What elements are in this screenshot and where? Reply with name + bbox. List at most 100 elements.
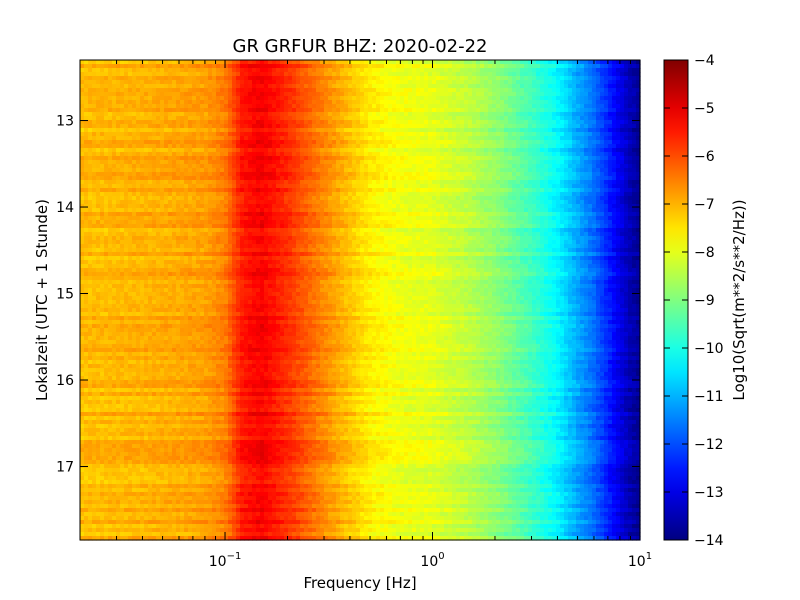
heatmap-cell bbox=[140, 440, 145, 445]
heatmap-cell bbox=[200, 336, 205, 341]
heatmap-cell bbox=[232, 260, 237, 265]
heatmap-cell bbox=[192, 532, 197, 537]
heatmap-cell bbox=[164, 488, 169, 493]
heatmap-cell bbox=[156, 132, 161, 137]
heatmap-cell bbox=[132, 360, 137, 365]
heatmap-cell bbox=[108, 532, 113, 537]
heatmap-cell bbox=[200, 212, 205, 217]
heatmap-cell bbox=[120, 240, 125, 245]
heatmap-cell bbox=[96, 420, 101, 425]
heatmap-cell bbox=[128, 64, 133, 69]
heatmap-cell bbox=[204, 240, 209, 245]
heatmap-cell bbox=[80, 300, 85, 305]
heatmap-cell bbox=[216, 216, 221, 221]
heatmap-cell bbox=[208, 176, 213, 181]
heatmap-cell bbox=[164, 236, 169, 241]
heatmap-cell bbox=[136, 332, 141, 337]
heatmap-cell bbox=[116, 512, 121, 517]
heatmap-cell bbox=[128, 60, 133, 65]
heatmap-cell bbox=[216, 476, 221, 481]
heatmap-cell bbox=[168, 312, 173, 317]
heatmap-cell bbox=[224, 372, 229, 377]
heatmap-cell bbox=[124, 152, 129, 157]
heatmap-cell bbox=[84, 436, 89, 441]
heatmap-cell bbox=[164, 108, 169, 113]
heatmap-cell bbox=[224, 104, 229, 109]
heatmap-cell bbox=[228, 300, 233, 305]
heatmap-cell bbox=[172, 428, 177, 433]
heatmap-cell bbox=[88, 116, 93, 121]
heatmap-cell bbox=[240, 244, 245, 249]
heatmap-cell bbox=[164, 448, 169, 453]
heatmap-cell bbox=[112, 296, 117, 301]
heatmap-cell bbox=[168, 344, 173, 349]
heatmap-cell bbox=[80, 336, 85, 341]
heatmap-cell bbox=[168, 220, 173, 225]
heatmap-cell bbox=[220, 212, 225, 217]
heatmap-cell bbox=[104, 464, 109, 469]
heatmap-cell bbox=[164, 196, 169, 201]
heatmap-cell bbox=[128, 464, 133, 469]
heatmap-cell bbox=[152, 428, 157, 433]
heatmap-cell bbox=[156, 412, 161, 417]
heatmap-cell bbox=[216, 324, 221, 329]
heatmap-cell bbox=[184, 448, 189, 453]
heatmap-cell bbox=[192, 292, 197, 297]
heatmap-cell bbox=[160, 324, 165, 329]
heatmap-cell bbox=[104, 432, 109, 437]
heatmap-cell bbox=[176, 432, 181, 437]
heatmap-cell bbox=[112, 344, 117, 349]
heatmap-cell bbox=[136, 200, 141, 205]
heatmap-cell bbox=[244, 104, 249, 109]
heatmap-cell bbox=[144, 104, 149, 109]
heatmap-cell bbox=[220, 324, 225, 329]
heatmap-cell bbox=[120, 328, 125, 333]
heatmap-cell bbox=[168, 308, 173, 313]
heatmap-cell bbox=[116, 168, 121, 173]
heatmap-cell bbox=[176, 116, 181, 121]
heatmap-cell bbox=[112, 152, 117, 157]
heatmap-cell bbox=[128, 536, 133, 541]
heatmap-cell bbox=[96, 336, 101, 341]
heatmap-cell bbox=[96, 536, 101, 541]
heatmap-cell bbox=[200, 428, 205, 433]
heatmap-cell bbox=[212, 372, 217, 377]
heatmap-cell bbox=[244, 124, 249, 129]
heatmap-cell bbox=[196, 168, 201, 173]
heatmap-cell bbox=[216, 448, 221, 453]
heatmap-cell bbox=[224, 136, 229, 141]
heatmap-cell bbox=[208, 80, 213, 85]
heatmap-cell bbox=[220, 104, 225, 109]
heatmap-cell bbox=[140, 252, 145, 257]
heatmap-cell bbox=[176, 416, 181, 421]
heatmap-cell bbox=[196, 260, 201, 265]
heatmap-cell bbox=[164, 408, 169, 413]
heatmap-cell bbox=[112, 256, 117, 261]
heatmap-cell bbox=[92, 252, 97, 257]
heatmap-cell bbox=[92, 72, 97, 77]
heatmap-cell bbox=[128, 380, 133, 385]
heatmap-cell bbox=[128, 176, 133, 181]
heatmap-cell bbox=[216, 136, 221, 141]
heatmap-cell bbox=[148, 276, 153, 281]
heatmap-cell bbox=[92, 348, 97, 353]
heatmap-cell bbox=[144, 168, 149, 173]
heatmap-cell bbox=[208, 264, 213, 269]
heatmap-cell bbox=[108, 264, 113, 269]
heatmap-cell bbox=[244, 92, 249, 97]
heatmap-cell bbox=[140, 344, 145, 349]
heatmap-cell bbox=[204, 64, 209, 69]
heatmap-cell bbox=[204, 88, 209, 93]
heatmap-cell bbox=[80, 140, 85, 145]
heatmap-cell bbox=[192, 480, 197, 485]
heatmap-cell bbox=[188, 380, 193, 385]
heatmap-cell bbox=[156, 216, 161, 221]
heatmap-cell bbox=[80, 212, 85, 217]
heatmap-cell bbox=[120, 440, 125, 445]
heatmap-cell bbox=[152, 416, 157, 421]
heatmap-cell bbox=[164, 168, 169, 173]
heatmap-cell bbox=[148, 264, 153, 269]
heatmap-cell bbox=[212, 200, 217, 205]
heatmap-cell bbox=[140, 512, 145, 517]
heatmap-cell bbox=[164, 228, 169, 233]
